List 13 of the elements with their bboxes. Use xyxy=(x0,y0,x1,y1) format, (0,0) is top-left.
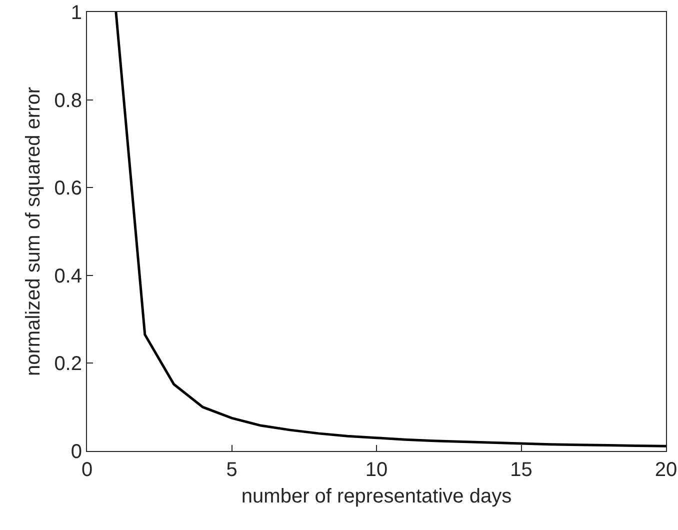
y-tick-label: 0.4 xyxy=(54,265,82,288)
line-series xyxy=(114,12,666,448)
y-tick-label: 0 xyxy=(70,441,82,463)
y-axis-title: normalized sum of squared error xyxy=(22,86,45,376)
x-axis-title: number of representative days xyxy=(241,486,512,508)
y-tick-label: 0.6 xyxy=(54,178,82,200)
x-tick-label: 15 xyxy=(510,459,532,481)
x-tick-label: 5 xyxy=(226,459,238,481)
y-tick-label: 0.8 xyxy=(54,90,82,112)
x-tick-label: 20 xyxy=(654,459,678,481)
x-tick-label: 10 xyxy=(365,459,388,481)
y-tick-label: 1 xyxy=(70,2,82,24)
y-tick-label: 0.2 xyxy=(54,353,82,376)
